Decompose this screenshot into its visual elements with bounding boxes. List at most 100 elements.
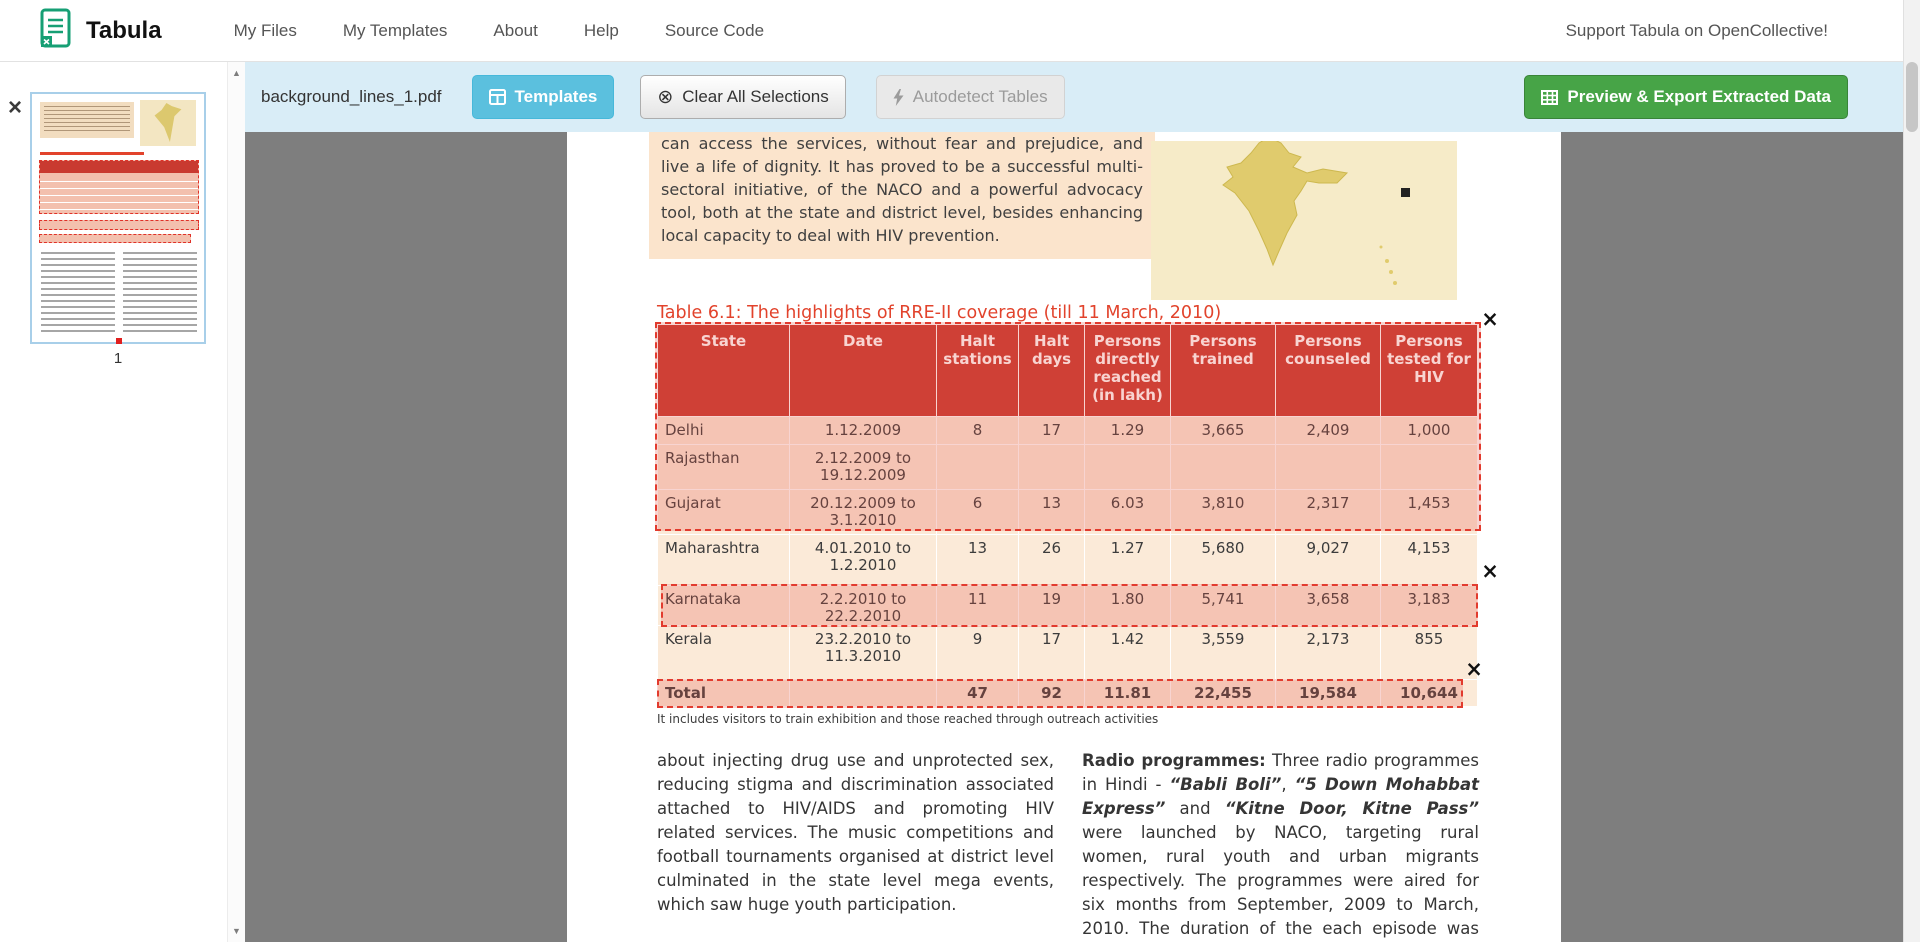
table-title: Table 6.1: The highlights of RRE-II cove…: [657, 303, 1222, 323]
table-cell: 8: [936, 416, 1019, 445]
selection-close-icon[interactable]: ×: [1465, 657, 1483, 681]
thumbnail-text-column: [123, 252, 197, 334]
table-cell: 26: [1018, 534, 1085, 586]
thumbnail-close-icon[interactable]: ×: [8, 94, 23, 121]
preview-export-button[interactable]: Preview & Export Extracted Data: [1524, 75, 1848, 119]
table-row: Maharashtra 4.01.2010 to 1.2.2010 13 26 …: [657, 534, 1478, 586]
body-text-left-column: about injecting drug use and unprotected…: [657, 751, 1054, 914]
table-header-row: State Date Halt stations Halt days Perso…: [657, 324, 1478, 417]
clear-selections-icon: ⊗: [657, 86, 674, 108]
table-cell: 5,680: [1170, 534, 1276, 586]
sidebar-scrollbar[interactable]: ▲ ▼: [227, 62, 245, 942]
table-selection-box-2[interactable]: [661, 584, 1478, 627]
thumbnail-map-block: [140, 100, 196, 146]
table-cell: 11: [936, 585, 1019, 626]
selection-close-icon[interactable]: ×: [1481, 307, 1499, 331]
page-thumbnail[interactable]: [30, 92, 206, 344]
table-cell: Delhi: [657, 416, 790, 445]
scroll-up-arrow-icon[interactable]: ▲: [232, 68, 241, 78]
table-row: Kerala 23.2.2010 to 11.3.2010 9 17 1.42 …: [657, 625, 1478, 680]
nav-item-my-files[interactable]: My Files: [233, 20, 297, 40]
selection-close-icon[interactable]: ×: [1481, 559, 1499, 583]
thumbnail-selection-marker: [116, 338, 122, 344]
nav-item-my-templates[interactable]: My Templates: [342, 20, 448, 40]
table-selection-box-3[interactable]: [657, 679, 1463, 708]
lightning-bolt-icon: [893, 88, 904, 106]
main-scrollbar[interactable]: [1903, 0, 1920, 942]
table-cell: 6.03: [1084, 489, 1171, 535]
table-cell: [1380, 444, 1478, 490]
main-nav: My Files My Templates About Help Source …: [234, 21, 764, 41]
export-table-icon: [1541, 89, 1559, 105]
autodetect-tables-button[interactable]: Autodetect Tables: [875, 75, 1065, 119]
autodetect-tables-label: Autodetect Tables: [912, 87, 1048, 106]
clear-all-selections-button[interactable]: ⊗ Clear All Selections: [640, 75, 846, 119]
table-cell: 92: [1018, 679, 1085, 707]
clear-all-selections-label: Clear All Selections: [682, 87, 829, 106]
table-cell: 13: [1018, 489, 1085, 535]
table-cell: [1275, 444, 1381, 490]
table-cell: Gujarat: [657, 489, 790, 535]
text-segment: Three radio programmes in Hindi -: [1082, 751, 1480, 794]
table-cell: 19: [1018, 585, 1085, 626]
nav-item-about[interactable]: About: [493, 20, 538, 40]
table-cell: [789, 679, 937, 707]
thumbnail-table-title-line: [40, 152, 144, 155]
table-selection-box-1[interactable]: [655, 322, 1481, 531]
radio-programmes-lead: Radio programmes:: [1082, 751, 1266, 770]
thumbnail-selection-strip: [39, 234, 191, 243]
table-cell: 5,741: [1170, 585, 1276, 626]
table-cell: 9: [936, 625, 1019, 680]
table-cell: [1170, 444, 1276, 490]
rre-coverage-table: State Date Halt stations Halt days Perso…: [657, 324, 1478, 707]
table-cell: 20.12.2009 to 3.1.2010: [789, 489, 937, 535]
page-number-label: 1: [113, 350, 123, 367]
programme-name: “Babli Boli”: [1169, 775, 1282, 794]
table-cell: 9,027: [1275, 534, 1381, 586]
table-row: Gujarat 20.12.2009 to 3.1.2010 6 13 6.03…: [657, 489, 1478, 535]
preview-export-label: Preview & Export Extracted Data: [1567, 87, 1831, 106]
pdf-page[interactable]: can access the services, without fear an…: [567, 132, 1561, 942]
table-cell: 1.42: [1084, 625, 1171, 680]
thumbnail-table-selection: [39, 160, 199, 214]
table-cell: 2.2.2010 to 22.2.2010: [789, 585, 937, 626]
templates-button-label: Templates: [514, 87, 598, 106]
table-cell: 17: [1018, 416, 1085, 445]
thumbnail-text-column: [41, 252, 115, 334]
header-halt-stations: Halt stations: [936, 324, 1019, 417]
toolbar: background_lines_1.pdf Templates ⊗ Clear…: [245, 62, 1920, 132]
nav-item-help[interactable]: Help: [583, 20, 619, 40]
table-cell: 2.12.2009 to 19.12.2009: [789, 444, 937, 490]
tabula-brand-link[interactable]: Tabula: [40, 8, 162, 53]
table-footnote: It includes visitors to train exhibition…: [657, 712, 1159, 726]
table-cell: [1084, 444, 1171, 490]
table-cell: Kerala: [657, 625, 790, 680]
header-halt-days: Halt days: [1018, 324, 1085, 417]
header-persons-tested: Persons tested for HIV: [1380, 324, 1478, 417]
header-persons-trained: Persons trained: [1170, 324, 1276, 417]
table-cell: 3,810: [1170, 489, 1276, 535]
table-cell: 2,173: [1275, 625, 1381, 680]
header-persons-reached: Persons directly reached (in lakh): [1084, 324, 1171, 417]
table-cell: 3,658: [1275, 585, 1381, 626]
table-row: Delhi 1.12.2009 8 17 1.29 3,665 2,409 1,…: [657, 416, 1478, 445]
tabula-logo-icon: [40, 8, 74, 53]
table-row: Karnataka 2.2.2010 to 22.2.2010 11 19 1.…: [657, 585, 1478, 626]
table-cell: Rajasthan: [657, 444, 790, 490]
table-cell: [936, 444, 1019, 490]
scroll-down-arrow-icon[interactable]: ▼: [232, 926, 241, 936]
main-scrollbar-thumb[interactable]: [1906, 62, 1918, 132]
table-cell: 6: [936, 489, 1019, 535]
text-segment: and: [1165, 799, 1225, 818]
programme-name: “5 Down Mohabbat Express”: [1082, 775, 1479, 818]
nav-item-source-code[interactable]: Source Code: [664, 20, 765, 40]
brand-label: Tabula: [86, 16, 162, 44]
templates-button[interactable]: Templates: [471, 75, 615, 119]
thumbnail-selection-strip: [39, 220, 199, 230]
table-cell: 23.2.2010 to 11.3.2010: [789, 625, 937, 680]
table-cell: 4.01.2010 to 1.2.2010: [789, 534, 937, 586]
body-text-right-column: Radio programmes: Three radio programmes…: [1082, 749, 1479, 942]
table-cell: 17: [1018, 625, 1085, 680]
table-cell: 2,317: [1275, 489, 1381, 535]
opencollective-support-link[interactable]: Support Tabula on OpenCollective!: [1565, 20, 1828, 40]
